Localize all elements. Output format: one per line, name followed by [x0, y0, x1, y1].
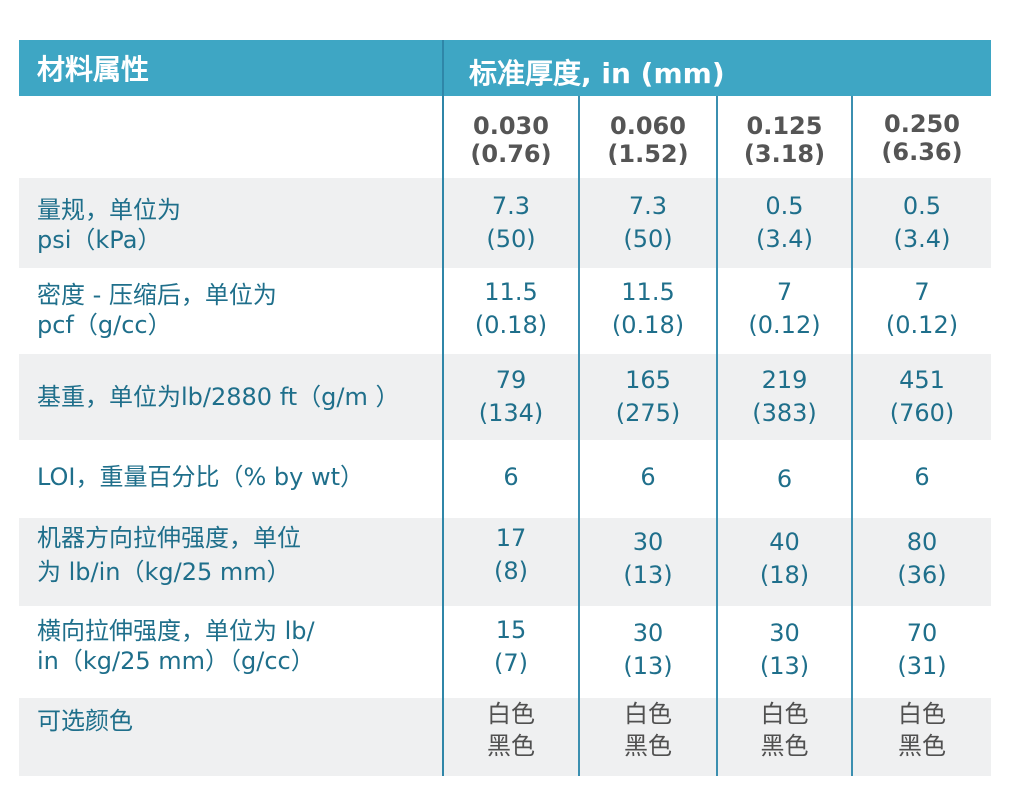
- thickness-mm: (6.36): [881, 138, 963, 166]
- value-cell: 11.5 (0.18): [611, 278, 685, 339]
- value-cell: 165 (275): [615, 366, 681, 427]
- row-label: 机器方向拉伸强度，单位 为 lb/in（kg/25 mm）: [37, 524, 301, 586]
- thickness-in: 0.030: [473, 112, 549, 140]
- table-row: LOI，重量百分比（% by wt） 6 6 6 6: [19, 440, 991, 518]
- value-cell: 白色 黑色: [760, 700, 809, 760]
- value-cell: 7.3 (50): [623, 192, 673, 253]
- row-label: LOI，重量百分比（% by wt）: [37, 463, 365, 491]
- thickness-header: 标准厚度, in (mm): [469, 57, 725, 90]
- value-cell: 30 (13): [759, 619, 810, 680]
- value-cell: 白色 黑色: [898, 700, 946, 760]
- value-cell: 30 (13): [623, 528, 673, 589]
- value-cell: 7 (0.12): [748, 278, 821, 339]
- thickness-in: 0.060: [610, 112, 686, 140]
- value-cell: 80 (36): [897, 528, 947, 589]
- table-row: 基重，单位为lb/2880 ft（g/m ） 79 (134) 165 (275) …: [19, 354, 991, 440]
- column-divider: [442, 40, 444, 776]
- column-divider: [578, 96, 580, 776]
- value-cell: 白色 黑色: [624, 700, 672, 760]
- thickness-row: 0.030 (0.76) 0.060 (1.52) 0.125 (3.18) 0…: [19, 96, 991, 178]
- property-header: 材料属性: [37, 53, 150, 86]
- table-row: 密度 - 压缩后，单位为 pcf（g/cc） 11.5 (0.18) 11.5 (0…: [19, 268, 991, 354]
- value-cell: 6: [776, 465, 793, 493]
- value-cell: 白色 黑色: [487, 700, 535, 760]
- thickness-in: 0.125: [746, 112, 823, 140]
- value-cell: 6: [503, 463, 519, 491]
- value-cell: 15 (7): [494, 616, 528, 677]
- row-label: 可选颜色: [37, 707, 133, 735]
- thickness-mm: (1.52): [607, 140, 689, 168]
- value-cell: 79 (134): [478, 366, 544, 427]
- column-divider: [851, 96, 853, 776]
- table-row: 机器方向拉伸强度，单位 为 lb/in（kg/25 mm） 17 (8) 30 (1…: [19, 518, 991, 606]
- table-header: 材料属性 标准厚度, in (mm): [19, 40, 991, 96]
- thickness-cell: 0.125 (3.18): [718, 112, 851, 168]
- value-cell: 219 (383): [752, 366, 817, 427]
- value-cell: 7.3 (50): [486, 192, 536, 253]
- value-cell: 0.5 (3.4): [756, 192, 813, 253]
- row-label: 基重，单位为lb/2880 ft（g/m ）: [37, 383, 400, 411]
- table-row: 可选颜色 白色 黑色 白色 黑色 白色 黑色 白色 黑色: [19, 698, 991, 776]
- column-divider: [716, 96, 718, 776]
- value-cell: 451 (760): [889, 366, 955, 427]
- row-label: 密度 - 压缩后，单位为 pcf（g/cc）: [37, 281, 277, 339]
- thickness-mm: (0.76): [470, 140, 552, 168]
- thickness-cell: 0.250 (6.36): [853, 110, 991, 166]
- thickness-in: 0.250: [884, 110, 960, 138]
- material-properties-table: 材料属性 标准厚度, in (mm) 0.030 (0.76) 0.060 (1…: [19, 40, 991, 776]
- value-cell: 40 (18): [759, 528, 810, 589]
- value-cell: 6: [640, 463, 656, 491]
- thickness-mm: (3.18): [743, 140, 826, 168]
- table-row: 横向拉伸强度，单位为 lb/ in（kg/25 mm）（g/cc） 15 (7) …: [19, 606, 991, 698]
- thickness-cell: 0.060 (1.52): [580, 112, 716, 168]
- value-cell: 11.5 (0.18): [474, 278, 548, 339]
- table-row: 量规，单位为 psi（kPa） 7.3 (50) 7.3 (50) 0.5 (3.4)…: [19, 178, 991, 268]
- thickness-cell: 0.030 (0.76): [444, 112, 578, 168]
- value-cell: 7 (0.12): [885, 278, 959, 339]
- row-label: 量规，单位为 psi（kPa）: [37, 196, 181, 254]
- value-cell: 17 (8): [494, 524, 528, 585]
- value-cell: 6: [914, 463, 930, 491]
- value-cell: 30 (13): [623, 619, 673, 680]
- value-cell: 0.5 (3.4): [893, 192, 951, 253]
- value-cell: 70 (31): [897, 619, 947, 680]
- row-label: 横向拉伸强度，单位为 lb/ in（kg/25 mm）（g/cc）: [37, 617, 315, 675]
